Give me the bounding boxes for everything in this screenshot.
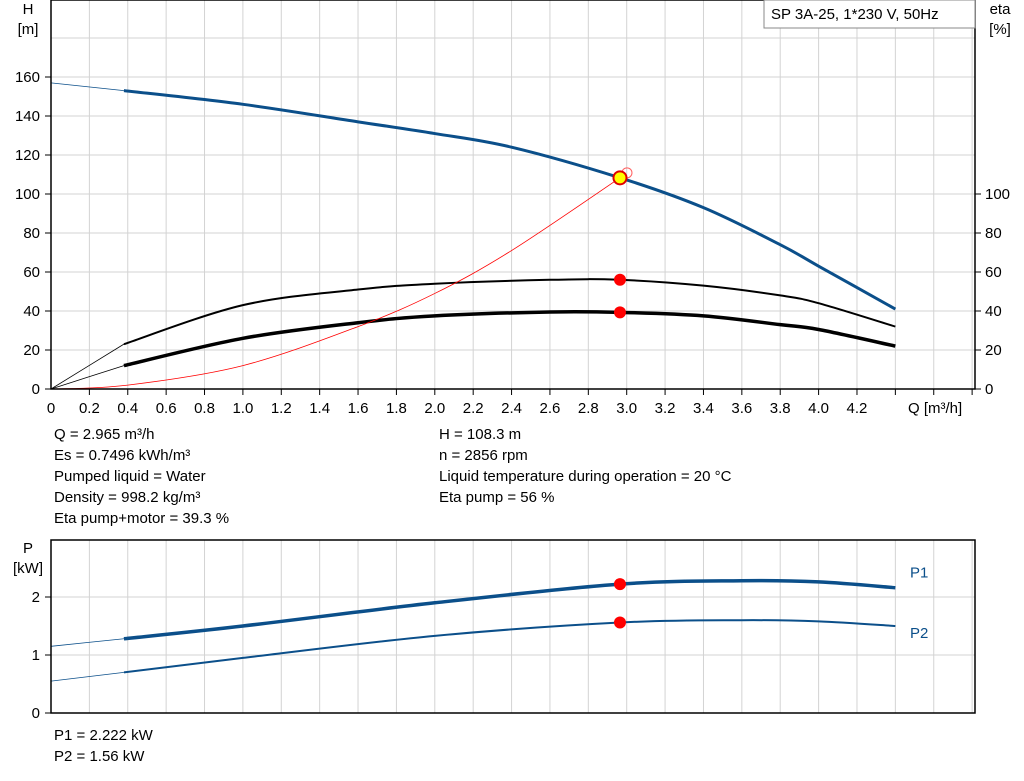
x-tick-label: 3.2 bbox=[655, 400, 676, 417]
x-axis-label: Q [m³/h] bbox=[908, 400, 962, 417]
x-tick-label: 1.8 bbox=[386, 400, 407, 417]
p-tick-label: 1 bbox=[32, 647, 40, 664]
result-temp: Liquid temperature during operation = 20… bbox=[439, 468, 732, 485]
x-tick-label: 3.6 bbox=[731, 400, 752, 417]
power-plot-frame bbox=[50, 539, 976, 714]
x-tick-label: 1.4 bbox=[309, 400, 330, 417]
result-eta-pump: Eta pump = 56 % bbox=[439, 489, 555, 506]
p2-curve bbox=[123, 619, 896, 674]
result-density: Density = 998.2 kg/m³ bbox=[54, 489, 201, 506]
result-p1: P1 = 2.222 kW bbox=[54, 727, 153, 744]
p2-marker bbox=[613, 616, 626, 629]
x-tick-label: 1.0 bbox=[232, 400, 253, 417]
x-tick-label: 0.4 bbox=[117, 400, 138, 417]
y-left-tick-label: 160 bbox=[15, 69, 40, 86]
y-left-tick-label: 120 bbox=[15, 147, 40, 164]
p1-curve-extrapolated bbox=[50, 638, 124, 647]
x-tick-label: 2.4 bbox=[501, 400, 522, 417]
p-axis-unit: [kW] bbox=[13, 560, 43, 577]
y-left-tick-label: 140 bbox=[15, 108, 40, 125]
x-tick-label: 3.0 bbox=[616, 400, 637, 417]
eta-pump-marker bbox=[613, 273, 626, 286]
y-left-tick-label: 40 bbox=[23, 303, 40, 320]
x-tick-label: 3.8 bbox=[770, 400, 791, 417]
eta-pump-curve-extrapolated bbox=[50, 343, 125, 390]
y-right-tick-label: 20 bbox=[985, 342, 1002, 359]
p1-marker bbox=[613, 578, 626, 591]
results-left: Q = 2.965 m³/h Es = 0.7496 kWh/m³ Pumped… bbox=[54, 424, 229, 529]
result-q: Q = 2.965 m³/h bbox=[54, 426, 155, 443]
p-tick-label: 0 bbox=[32, 705, 40, 722]
y-left-tick-label: 20 bbox=[23, 342, 40, 359]
y-right-tick-label: 100 bbox=[985, 186, 1010, 203]
y-left-tick-label: 60 bbox=[23, 264, 40, 281]
legend-box bbox=[763, 0, 976, 29]
head-curve-extrapolated bbox=[50, 82, 124, 92]
y-left-tick-label: 80 bbox=[23, 225, 40, 242]
p2-curve-extrapolated bbox=[50, 672, 124, 682]
eta-total-marker bbox=[613, 306, 626, 319]
x-tick-label: 2.6 bbox=[540, 400, 561, 417]
head-curve bbox=[123, 89, 897, 311]
p1-curve bbox=[123, 578, 896, 641]
x-tick-label: 1.2 bbox=[271, 400, 292, 417]
p-axis-label: P bbox=[23, 540, 33, 557]
eta-pump-curve bbox=[123, 278, 896, 346]
y-right-unit: [%] bbox=[989, 21, 1011, 38]
duty-point-marker bbox=[612, 170, 628, 186]
p2-label: P2 bbox=[910, 625, 928, 642]
x-tick-label: 2.0 bbox=[424, 400, 445, 417]
x-tick-label: 4.0 bbox=[808, 400, 829, 417]
y-left-unit: [m] bbox=[18, 21, 39, 38]
y-right-tick-label: 60 bbox=[985, 264, 1002, 281]
p-tick-label: 2 bbox=[32, 589, 40, 606]
result-p2: P2 = 1.56 kW bbox=[54, 748, 145, 765]
legend-text: SP 3A-25, 1*230 V, 50Hz bbox=[771, 6, 939, 23]
y-right-tick-label: 80 bbox=[985, 225, 1002, 242]
eta-total-curve bbox=[123, 309, 896, 368]
results-right: H = 108.3 m n = 2856 rpm Liquid temperat… bbox=[439, 424, 731, 508]
x-tick-label: 0.2 bbox=[79, 400, 100, 417]
y-left-tick-label: 100 bbox=[15, 186, 40, 203]
power-results: P1 = 2.222 kW P2 = 1.56 kW bbox=[54, 725, 153, 767]
result-eta-total: Eta pump+motor = 39.3 % bbox=[54, 510, 230, 527]
y-right-tick-label: 0 bbox=[985, 381, 993, 398]
y-right-label: eta bbox=[990, 1, 1012, 18]
x-tick-label: 0.8 bbox=[194, 400, 215, 417]
x-tick-label: 4.2 bbox=[847, 400, 868, 417]
y-right-tick-label: 40 bbox=[985, 303, 1002, 320]
system-curve bbox=[50, 177, 621, 390]
result-h: H = 108.3 m bbox=[439, 426, 522, 443]
p1-label: P1 bbox=[910, 565, 928, 582]
x-tick-label: 1.6 bbox=[348, 400, 369, 417]
x-tick-label: 3.4 bbox=[693, 400, 714, 417]
x-tick-label: 2.2 bbox=[463, 400, 484, 417]
x-tick-label: 0 bbox=[47, 400, 55, 417]
eta-total-curve-extrapolated bbox=[50, 365, 125, 390]
x-tick-label: 2.8 bbox=[578, 400, 599, 417]
result-n: n = 2856 rpm bbox=[439, 447, 528, 464]
result-liquid: Pumped liquid = Water bbox=[54, 468, 206, 485]
x-tick-label: 0.6 bbox=[156, 400, 177, 417]
y-left-tick-label: 0 bbox=[32, 381, 40, 398]
result-es: Es = 0.7496 kWh/m³ bbox=[54, 447, 191, 464]
y-left-label: H bbox=[23, 1, 34, 18]
